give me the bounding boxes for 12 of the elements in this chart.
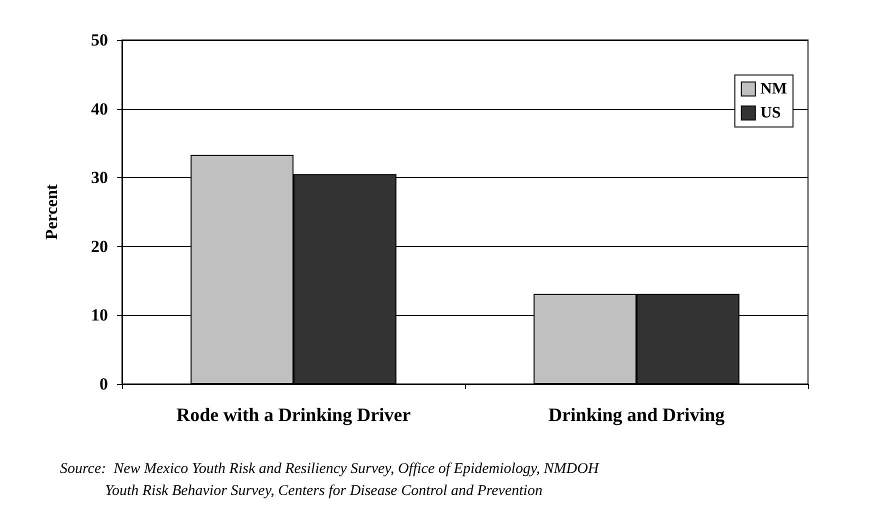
y-tick-label: 40: [91, 99, 108, 118]
source-note: Source: New Mexico Youth Risk and Resiliency Survey, Office of Epidemiology, NMDOH Youth Risk Behavior Survey, Centers for Disease Control and Prevention: [60, 461, 600, 499]
y-tick-label: 30: [91, 168, 108, 188]
x-tick-label: Drinking and Driving: [548, 405, 726, 426]
legend-label: NM: [760, 80, 787, 98]
y-tick-label: 50: [91, 30, 108, 50]
y-tick-label: 20: [91, 236, 108, 256]
y-tick-label: 10: [91, 306, 108, 325]
legend-label: US: [760, 104, 781, 122]
y-tick-label: 0: [100, 374, 108, 394]
y-axis-title: Percent: [42, 184, 61, 240]
x-tick-label: Rode with a Drinking Driver: [176, 405, 412, 426]
